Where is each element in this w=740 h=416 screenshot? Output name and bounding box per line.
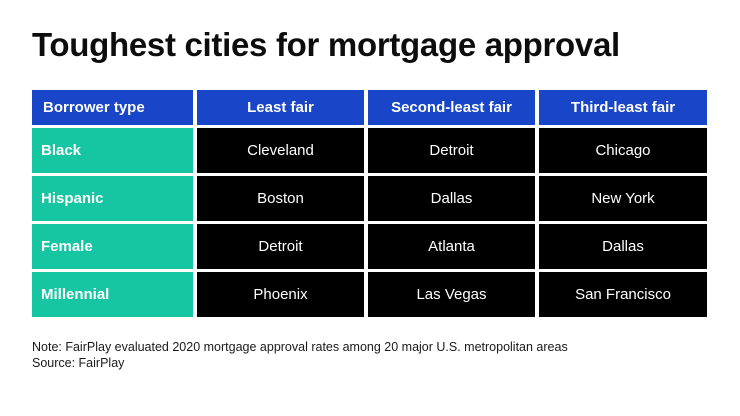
chart-title: Toughest cities for mortgage approval (32, 26, 620, 63)
table-cell: San Francisco (539, 272, 707, 317)
column-header-least-fair: Least fair (197, 90, 364, 125)
table-cell: Dallas (539, 224, 707, 269)
table-cell: Atlanta (368, 224, 535, 269)
table-cell: Detroit (368, 128, 535, 173)
source-text: Source: FairPlay (32, 356, 125, 370)
table-cell: Dallas (368, 176, 535, 221)
table-cell: Detroit (197, 224, 364, 269)
table-cell: Boston (197, 176, 364, 221)
mortgage-table: Borrower type Least fair Second-least fa… (32, 90, 707, 317)
row-label-millennial: Millennial (32, 272, 193, 317)
table-cell: New York (539, 176, 707, 221)
footer-notes: Note: FairPlay evaluated 2020 mortgage a… (32, 339, 568, 371)
table-cell: Cleveland (197, 128, 364, 173)
column-header-second-least-fair: Second-least fair (368, 90, 535, 125)
table-cell: Las Vegas (368, 272, 535, 317)
row-label-black: Black (32, 128, 193, 173)
row-label-hispanic: Hispanic (32, 176, 193, 221)
column-header-third-least-fair: Third-least fair (539, 90, 707, 125)
note-text: Note: FairPlay evaluated 2020 mortgage a… (32, 340, 568, 354)
table-cell: Phoenix (197, 272, 364, 317)
column-header-borrower-type: Borrower type (32, 90, 193, 125)
row-label-female: Female (32, 224, 193, 269)
table-cell: Chicago (539, 128, 707, 173)
